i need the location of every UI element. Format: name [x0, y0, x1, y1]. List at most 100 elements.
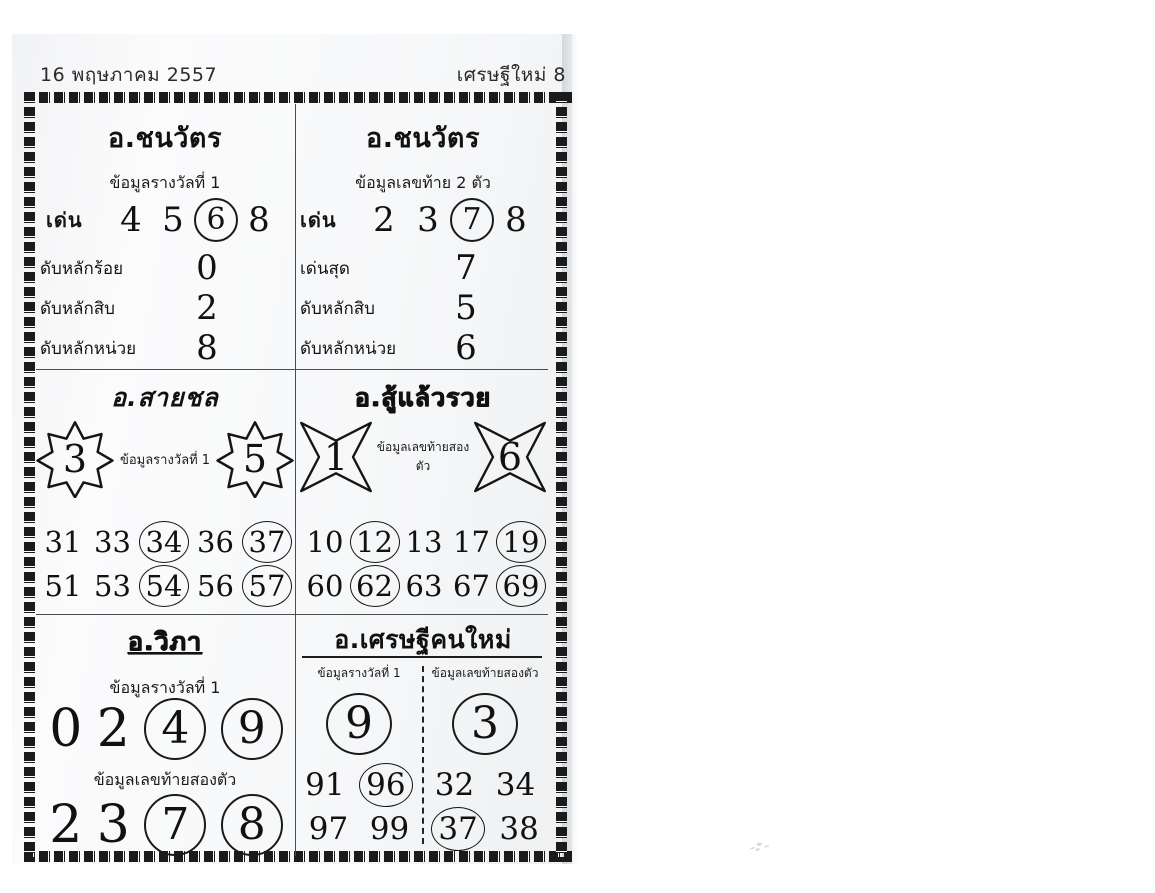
big-number-wrap-right: 3 [424, 693, 546, 755]
subtitle-bottom-left-2: ข้อมูลเลขท้ายสองตัว [93, 770, 237, 789]
number-cell: 53 [94, 569, 131, 603]
main-digit-3: 8 [505, 200, 527, 240]
subtitle-br-right: ข้อมูลเลขท้ายสองตัว [431, 666, 539, 680]
star-number-left: 3 [62, 437, 88, 481]
panel-bottom-left: อ.วิภา ข้อมูลรางวัลที่ 1 0 2 4 9 ข้อมูลเ… [36, 618, 294, 856]
number-row: 10 12 13 17 19 [302, 520, 546, 564]
number-cell-circled: 34 [139, 521, 189, 563]
dashed-column-divider [422, 666, 424, 844]
digit-cell: 2 [49, 795, 83, 855]
number-cell-circled: 96 [358, 763, 413, 807]
burst-badge-right: 6 [472, 420, 548, 494]
number-row: 37 38 [424, 807, 546, 851]
number-grid-mid-left: 31 33 34 36 37 51 53 54 56 57 [40, 520, 292, 608]
scan-smudge-artifact [740, 834, 778, 858]
digit-cell-circled: 8 [220, 794, 283, 856]
panel-bottom-right: อ.เศรษฐีคนใหม่ ข้อมูลรางวัลที่ 1 9 91 96… [298, 618, 548, 856]
number-cell: 33 [94, 525, 131, 559]
number-row: 51 53 54 56 57 [40, 564, 292, 608]
guru-name-mid-left: อ.สายชล [111, 383, 219, 412]
number-cell: 51 [44, 569, 82, 603]
number-row: 31 33 34 36 37 [40, 520, 292, 564]
number-cell-circled: 57 [242, 565, 292, 607]
detail-row: ดับหลักสิบ 5 [300, 288, 548, 328]
main-digit-1: 3 [417, 200, 439, 240]
star-number-right: 5 [242, 437, 268, 481]
guru-name-top-left: อ.ชนวัตร [108, 123, 222, 154]
number-cell: 63 [405, 569, 443, 603]
number-cell-circled: 54 [139, 565, 189, 607]
header-rule-bottom-right [302, 656, 542, 658]
subpanel-bottom-right-right: ข้อมูลเลขท้ายสองตัว 3 32 34 37 38 [424, 664, 546, 851]
number-cell: 38 [499, 811, 539, 847]
detail-value-2: 6 [455, 328, 477, 368]
number-cell-circled: 69 [496, 565, 546, 607]
digit-cell: 3 [96, 795, 130, 855]
vertical-divider [295, 104, 296, 856]
burst-number-right: 6 [497, 435, 523, 479]
burst-number-left: 1 [323, 435, 349, 479]
big-number-right: 3 [452, 693, 518, 755]
star-badge-right: 5 [216, 420, 294, 498]
number-cell: 99 [369, 811, 410, 847]
main-digit-0: 2 [373, 200, 395, 240]
main-digit-0: 4 [120, 200, 142, 240]
number-row: 97 99 [298, 807, 420, 851]
number-cell-circled: 62 [349, 565, 400, 607]
big-number-wrap-left: 9 [298, 693, 420, 755]
digit-cell-circled: 7 [144, 794, 207, 856]
subtitle-top-right: ข้อมูลเลขท้าย 2 ตัว [355, 173, 491, 192]
subtitle-mid-right: ข้อมูลเลขท้ายสองตัว [376, 440, 470, 473]
detail-row: เด่นสุด 7 [300, 248, 548, 288]
digit-row-bottom-left-1: 0 2 4 9 [42, 698, 290, 760]
burst-badge-left: 1 [298, 420, 374, 494]
panel-top-right: อ.ชนวัตร ข้อมูลเลขท้าย 2 ตัว เด่น 2 3 7 … [298, 108, 548, 366]
subtitle-bottom-left-1: ข้อมูลรางวัลที่ 1 [109, 678, 221, 697]
number-cell: 32 [434, 767, 475, 803]
issue-title: เศรษฐีใหม่ 8 [456, 64, 566, 86]
main-row-label-top-right: เด่น [300, 208, 337, 232]
detail-label-0: ดับหลักร้อย [40, 258, 124, 279]
number-cell: 13 [405, 525, 443, 559]
number-cell-circled: 12 [349, 521, 400, 563]
main-row-top-left: เด่น 4 5 6 8 [46, 198, 294, 242]
detail-label-2: ดับหลักหน่วย [300, 338, 397, 359]
publication-date: 16 พฤษภาคม 2557 [40, 64, 218, 86]
number-row: 60 62 63 67 69 [302, 564, 546, 608]
panel-mid-right: อ.สู้แล้วรวย 1 ข้อมูลเลขท้ายสองตัว 6 10 … [298, 372, 548, 612]
star-row-mid-left: 3 ข้อมูลรางวัลที่ 1 5 [36, 420, 294, 498]
guru-name-mid-right: อ.สู้แล้วรวย [354, 383, 492, 412]
number-grid-mid-right: 10 12 13 17 19 60 62 63 67 69 [302, 520, 546, 608]
number-cell: 97 [308, 811, 349, 847]
detail-label-2: ดับหลักหน่วย [40, 338, 137, 359]
detail-rows-top-right: เด่นสุด 7 ดับหลักสิบ 5 ดับหลักหน่วย 6 [300, 248, 548, 368]
detail-value-1: 2 [196, 288, 218, 328]
number-cell: 36 [197, 525, 234, 559]
detail-label-0: เด่นสุด [300, 258, 350, 279]
number-cell-circled: 37 [431, 807, 486, 851]
number-cell: 10 [306, 525, 344, 559]
big-number-left: 9 [326, 693, 392, 755]
main-row-top-right: เด่น 2 3 7 8 [300, 198, 548, 242]
number-cell-circled: 19 [496, 521, 546, 563]
digit-cell: 0 [49, 699, 83, 759]
guru-name-bottom-left: อ.วิภา [127, 627, 203, 656]
number-cell: 91 [305, 767, 345, 803]
main-row-label-top-left: เด่น [46, 208, 83, 232]
main-digit-1: 5 [162, 200, 184, 240]
masthead: 16 พฤษภาคม 2557 เศรษฐีใหม่ 8 [12, 60, 572, 90]
number-cell: 60 [306, 569, 344, 603]
digit-row-bottom-left-2: 2 3 7 8 [42, 794, 290, 856]
detail-value-2: 8 [196, 328, 218, 368]
star-row-mid-right: 1 ข้อมูลเลขท้ายสองตัว 6 [298, 420, 548, 494]
subtitle-top-left: ข้อมูลรางวัลที่ 1 [109, 173, 221, 192]
digit-cell-circled: 9 [220, 698, 283, 760]
detail-row: ดับหลักหน่วย 6 [300, 328, 548, 368]
detail-value-0: 7 [455, 248, 477, 288]
subtitle-mid-left: ข้อมูลรางวัลที่ 1 [119, 452, 211, 468]
detail-label-1: ดับหลักสิบ [300, 298, 375, 319]
digit-cell-circled: 4 [144, 698, 207, 760]
subtitle-br-left: ข้อมูลรางวัลที่ 1 [317, 666, 401, 680]
number-row: 32 34 [424, 763, 546, 807]
number-cell: 34 [495, 767, 536, 803]
